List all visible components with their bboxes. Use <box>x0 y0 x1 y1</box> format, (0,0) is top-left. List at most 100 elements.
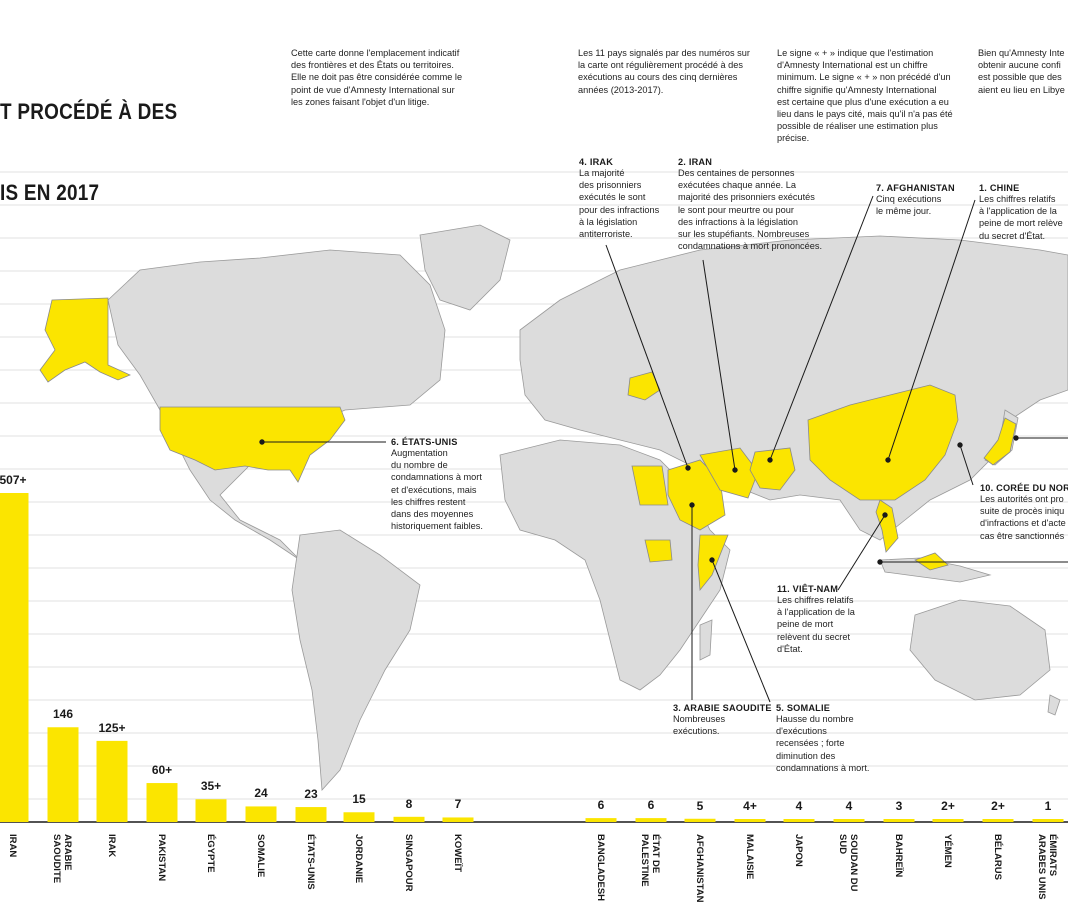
annotation-title: 4. IRAK <box>579 157 614 167</box>
bar-value-label: 507+ <box>0 473 27 487</box>
annotation-iran: 2. IRAN Des centaines de personnes exécu… <box>678 157 822 252</box>
bar-value-label: 2+ <box>991 799 1005 813</box>
category-label: AFGHANISTAN <box>694 834 705 903</box>
category-label: ÉTATS-UNIS <box>305 834 316 890</box>
category-label: ÉTAT DE PALESTINE <box>639 834 661 887</box>
bar <box>932 819 964 822</box>
category-label: BAHREÏN <box>893 834 904 878</box>
annotation-title: 7. AFGHANISTAN <box>876 183 955 193</box>
title-line-2: IS EN 2017 <box>0 180 100 205</box>
bar <box>146 783 178 822</box>
bar <box>245 806 277 822</box>
bar <box>1032 819 1064 822</box>
category-label: SOMALIE <box>255 834 266 878</box>
bar-value-label: 1 <box>1044 799 1052 813</box>
bar-value-label: 23 <box>304 787 318 802</box>
bar-value-label: 2+ <box>941 799 955 813</box>
annotation-title: 2. IRAN <box>678 157 713 167</box>
saudi-iraq-shape <box>667 459 726 531</box>
page-title: T PROCÉDÉ À DES IS EN 2017 <box>0 44 177 233</box>
category-label: JORDANIE <box>353 834 364 884</box>
category-label: IRAN <box>7 834 18 858</box>
annotation-title: 10. CORÉE DU NORD <box>980 483 1068 493</box>
bar <box>635 818 667 822</box>
bar <box>684 818 716 822</box>
new-zealand-land <box>1047 694 1061 716</box>
bar-value-label: 8 <box>405 796 413 811</box>
annotation-title: 1. CHINE <box>979 183 1020 193</box>
category-label: ÉGYPTE <box>205 834 216 873</box>
bar <box>96 740 128 822</box>
bar-value-label: 4+ <box>743 799 757 813</box>
bar-value-label: 146 <box>52 707 74 722</box>
note-libya: Bien qu'Amnesty Inte obtenir aucune conf… <box>978 48 1065 95</box>
bar <box>883 819 915 822</box>
bar-value-label: 4 <box>795 799 803 813</box>
category-label: ARABIE SAOUDITE <box>51 834 73 884</box>
annotation-text: Les chiffres relatifs à l'application de… <box>979 194 1063 241</box>
annotation-text: Nombreuses exécutions. <box>673 714 726 737</box>
iran-shape <box>699 447 759 499</box>
bar <box>0 493 29 822</box>
belarus-shape <box>627 371 661 401</box>
afghan-pakistan-shape <box>749 447 796 491</box>
category-label: BANGLADESH <box>595 834 606 902</box>
annotation-text: Cinq exécutions le même jour. <box>876 194 942 217</box>
annotation-saudi-arabia: 3. ARABIE SAOUDITE Nombreuses exécutions… <box>673 703 772 737</box>
category-label: YÉMEN <box>942 834 953 868</box>
annotation-title: 3. ARABIE SAOUDITE <box>673 703 772 713</box>
bar-value-label: 60+ <box>151 763 173 778</box>
bar <box>734 819 766 822</box>
annotation-usa: 6. ÉTATS-UNIS Augmentation du nombre de … <box>391 437 483 532</box>
category-label: IRAK <box>106 834 117 858</box>
bar <box>195 799 227 822</box>
south-sudan-shape <box>644 539 673 563</box>
category-label: KOWEÏT <box>452 834 463 872</box>
bar-value-label: 15 <box>352 792 366 807</box>
category-label: PAKISTAN <box>156 834 167 882</box>
annotation-title: 6. ÉTATS-UNIS <box>391 437 458 447</box>
annotation-title: 5. SOMALIE <box>776 703 831 713</box>
note-eleven-countries: Les 11 pays signalés par des numéros sur… <box>578 48 750 95</box>
annotation-text: Hausse du nombre d'exécutions recensées … <box>776 714 870 773</box>
bar-value-label: 6 <box>597 798 605 813</box>
bar-value-label: 5 <box>696 798 704 813</box>
annotation-text: Augmentation du nombre de condamnations … <box>391 448 483 532</box>
annotation-north-korea: 10. CORÉE DU NORD Les autorités ont pro … <box>980 483 1068 542</box>
madagascar-land <box>699 619 713 661</box>
vietnam-shape <box>875 499 899 553</box>
annotation-afghanistan: 7. AFGHANISTAN Cinq exécutions le même j… <box>876 183 955 217</box>
china-shape <box>807 384 959 501</box>
note-map-disclaimer: Cette carte donne l'emplacement indicati… <box>291 48 463 107</box>
annotation-somalia: 5. SOMALIE Hausse du nombre d'exécutions… <box>776 703 869 774</box>
australia-land <box>909 599 1051 701</box>
annotation-text: La majorité des prisonniers exécutés le … <box>579 168 660 240</box>
category-label: MALAISIE <box>744 834 755 880</box>
bar <box>393 816 425 822</box>
bar <box>982 819 1014 822</box>
egypt-shape <box>631 465 669 506</box>
annotation-china: 1. CHINE Les chiffres relatifs à l'appli… <box>979 183 1063 242</box>
bar-value-label: 7 <box>454 797 462 812</box>
bar <box>47 727 79 822</box>
bar <box>295 807 327 822</box>
bar <box>442 817 474 822</box>
bar <box>833 819 865 822</box>
annotation-text: Des centaines de personnes exécutées cha… <box>678 168 823 252</box>
title-line-1: T PROCÉDÉ À DES <box>0 99 178 124</box>
note-plus-sign: Le signe « + » indique que l'estimation … <box>777 48 953 144</box>
annotation-text: Les chiffres relatifs à l'application de… <box>777 595 855 654</box>
annotation-text: Les autorités ont pro suite de procès in… <box>980 494 1066 541</box>
bar <box>585 818 617 822</box>
annotation-vietnam: 11. VIÊT-NAM Les chiffres relatifs à l'a… <box>777 584 855 655</box>
usa-shape <box>159 406 346 483</box>
bar-value-label: 24 <box>254 786 268 801</box>
greenland-land <box>419 224 511 311</box>
bar <box>343 812 375 822</box>
category-label: SINGAPOUR <box>403 834 414 892</box>
japan-highlight-shape <box>983 417 1017 466</box>
bar-value-label: 125+ <box>98 720 126 735</box>
category-label: SOUDAN DU SUD <box>837 834 859 892</box>
